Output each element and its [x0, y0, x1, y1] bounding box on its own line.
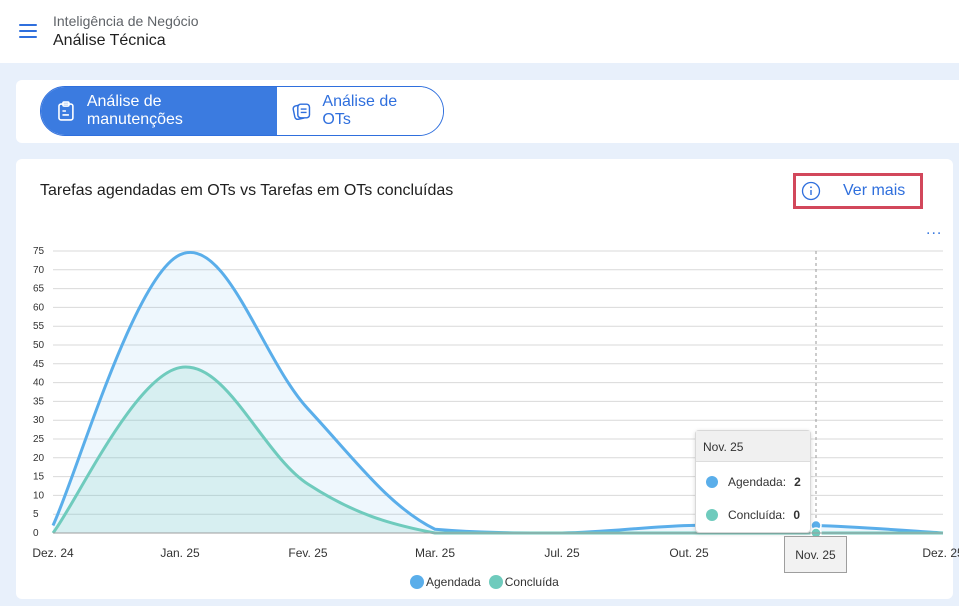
y-tick-label: 40	[33, 378, 45, 389]
chart-title: Tarefas agendadas em OTs vs Tarefas em O…	[40, 182, 454, 199]
y-tick-label: 0	[33, 528, 39, 539]
tooltip-row-concluida: Concluída: 0	[706, 508, 800, 522]
y-tick-label: 20	[33, 453, 45, 464]
ver-mais-button[interactable]: Ver mais	[793, 173, 923, 209]
documents-icon	[292, 103, 311, 121]
y-tick-label: 10	[33, 490, 45, 501]
breadcrumb-parent: Inteligência de Negócio	[53, 13, 199, 29]
y-tick-label: 65	[33, 284, 45, 295]
series-area-agendada	[53, 252, 943, 533]
x-tick-label: Dez. 25	[922, 546, 959, 560]
tab-label: Análise de OTs	[322, 93, 398, 128]
info-icon	[801, 181, 821, 201]
hamburger-menu-icon[interactable]	[19, 24, 37, 38]
tab-analise-ots[interactable]: Análise de OTs	[277, 87, 443, 135]
tab-analise-manutencoes[interactable]: Análise de manutenções	[41, 87, 277, 135]
y-tick-label: 70	[33, 265, 45, 276]
legend-label: Agendada	[426, 575, 481, 589]
chart-tooltip: Nov. 25 Agendada: 2 Concluída: 0	[695, 430, 811, 533]
y-tick-label: 30	[33, 415, 45, 426]
tab-group: Análise de manutenções Análise de OTs	[40, 86, 444, 136]
tooltip-label: Concluída:	[728, 508, 786, 522]
clipboard-icon	[58, 101, 74, 121]
x-tick-label: Mar. 25	[415, 546, 455, 560]
y-tick-label: 50	[33, 340, 45, 351]
legend-label: Concluída	[504, 575, 559, 589]
x-axis-crosshair-label: Nov. 25	[784, 536, 847, 573]
y-tick-label: 45	[33, 359, 45, 370]
y-tick-label: 60	[33, 302, 45, 313]
y-tick-label: 15	[33, 472, 45, 483]
y-tick-label: 55	[33, 321, 45, 332]
tooltip-label: Agendada:	[728, 475, 787, 489]
agendada-dot-icon	[706, 476, 718, 488]
y-tick-label: 5	[33, 509, 39, 520]
top-bar: Inteligência de Negócio Análise Técnica	[0, 0, 959, 63]
tooltip-value: 0	[793, 508, 801, 522]
y-tick-label: 25	[33, 434, 45, 445]
tooltip-title: Nov. 25	[696, 431, 810, 462]
tooltip-row-agendada: Agendada: 2	[706, 475, 801, 489]
ver-mais-label: Ver mais	[843, 182, 906, 199]
tooltip-value: 2	[794, 475, 801, 489]
legend-swatch-icon	[488, 575, 503, 589]
tab-label: Análise de manutenções	[86, 93, 183, 128]
more-options-icon[interactable]: ...	[926, 221, 943, 238]
legend-item-concluida[interactable]: Concluída	[488, 575, 559, 589]
y-tick-label: 35	[33, 396, 45, 407]
x-tick-label: Out. 25	[669, 546, 709, 560]
tabs-card: Análise de manutenções Análise de OTs	[16, 80, 959, 143]
x-tick-label: Jul. 25	[544, 546, 580, 560]
page-title: Análise Técnica	[53, 32, 166, 49]
series-area-concluida	[53, 366, 943, 533]
x-tick-label: Dez. 24	[32, 546, 74, 560]
chart-legend: Agendada Concluída	[410, 575, 567, 589]
y-tick-label: 75	[33, 246, 45, 257]
concluida-dot-icon	[706, 509, 718, 521]
x-tick-label: Jan. 25	[160, 546, 200, 560]
legend-swatch-icon	[410, 575, 424, 589]
x-tick-label: Fev. 25	[288, 546, 327, 560]
legend-item-agendada[interactable]: Agendada	[410, 575, 481, 589]
